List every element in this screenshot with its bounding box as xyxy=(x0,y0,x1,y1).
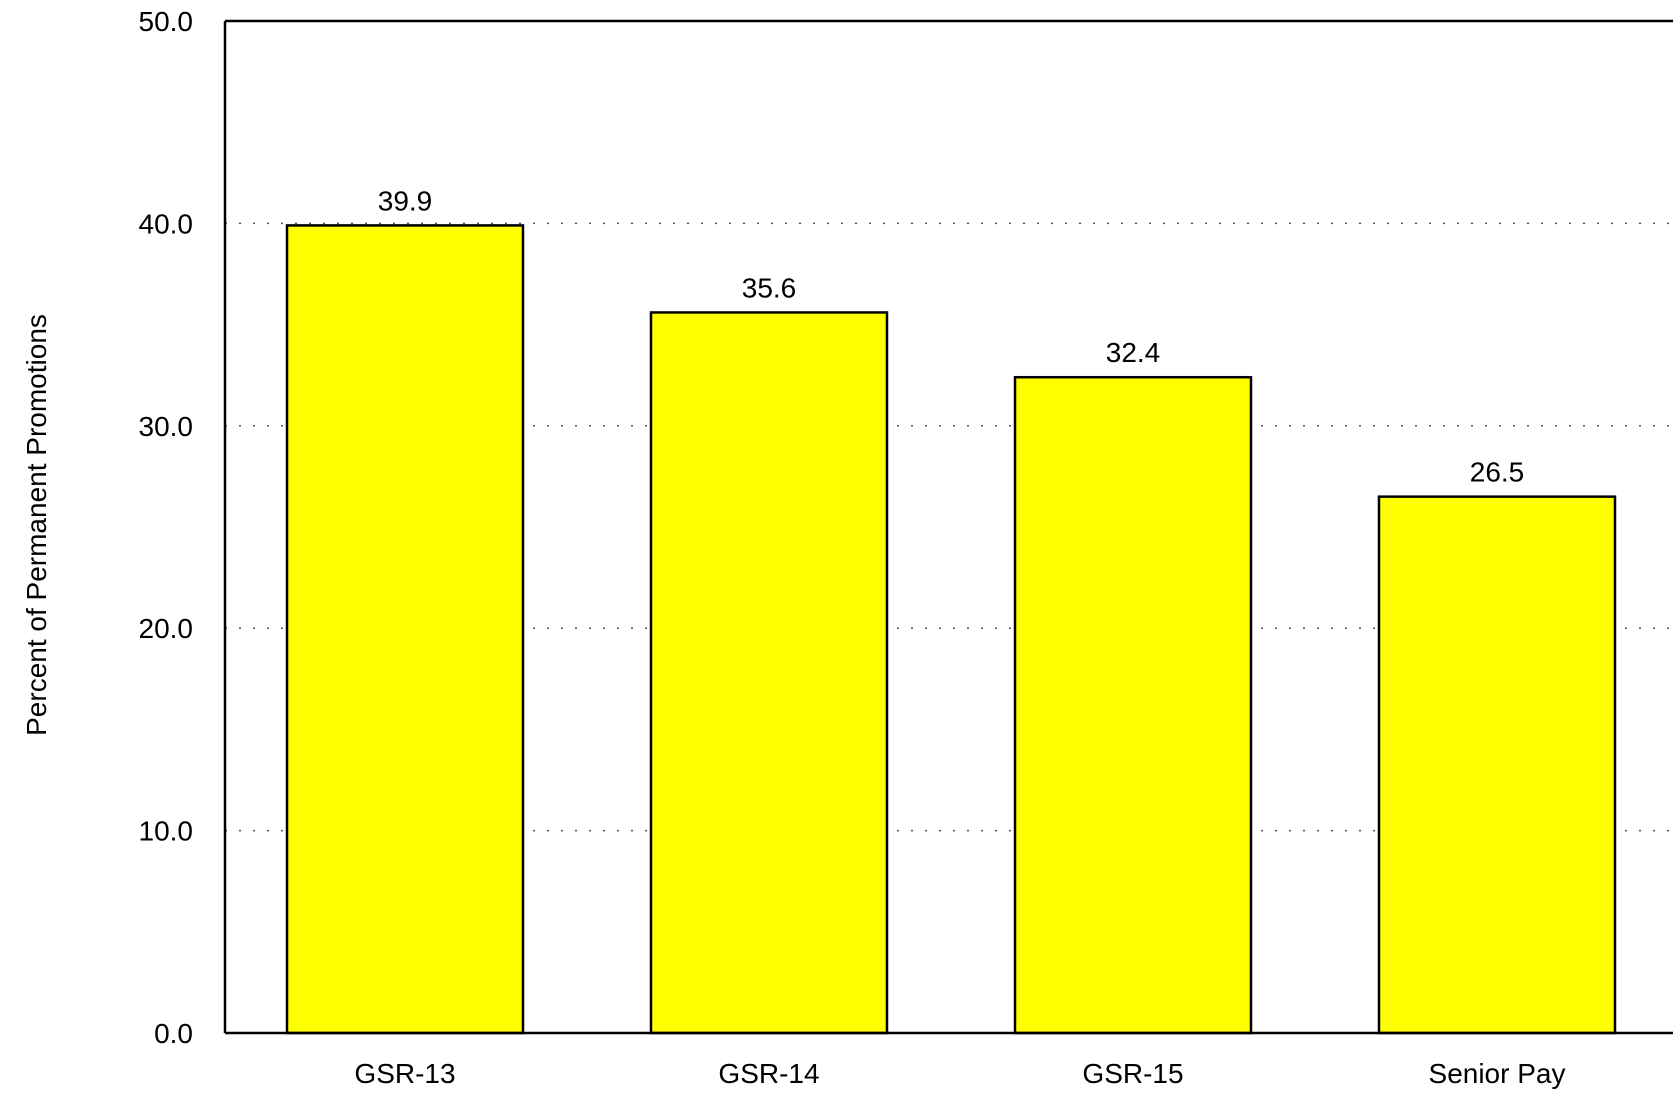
data-label: 35.6 xyxy=(742,272,797,303)
y-tick-label: 20.0 xyxy=(139,613,194,644)
bar-senior-pay xyxy=(1377,495,1617,1035)
data-label: 26.5 xyxy=(1470,457,1525,488)
y-tick-label: 30.0 xyxy=(139,411,194,442)
x-tick-label: GSR-13 xyxy=(354,1058,455,1089)
bar-gsr-14 xyxy=(649,311,889,1035)
x-tick-label: GSR-15 xyxy=(1082,1058,1183,1089)
axes xyxy=(223,19,1673,1035)
data-labels: 39.9 35.6 32.4 26.5 xyxy=(378,185,1525,487)
bar-gsr-13 xyxy=(285,224,525,1035)
y-tick-label: 10.0 xyxy=(139,816,194,847)
y-axis-title: Percent of Permanent Promotions xyxy=(21,314,52,736)
bars xyxy=(285,224,1617,1035)
y-tick-label: 40.0 xyxy=(139,208,194,239)
y-tick-label: 50.0 xyxy=(139,6,194,37)
data-label: 32.4 xyxy=(1106,337,1161,368)
bar-gsr-15 xyxy=(1013,375,1253,1035)
y-tick-label: 0.0 xyxy=(154,1018,193,1049)
y-tick-labels: 0.0 10.0 20.0 30.0 40.0 50.0 xyxy=(139,6,194,1049)
x-tick-label: GSR-14 xyxy=(718,1058,819,1089)
data-label: 39.9 xyxy=(378,185,433,216)
x-tick-labels: GSR-13 GSR-14 GSR-15 Senior Pay xyxy=(354,1058,1565,1089)
x-tick-label: Senior Pay xyxy=(1429,1058,1566,1089)
